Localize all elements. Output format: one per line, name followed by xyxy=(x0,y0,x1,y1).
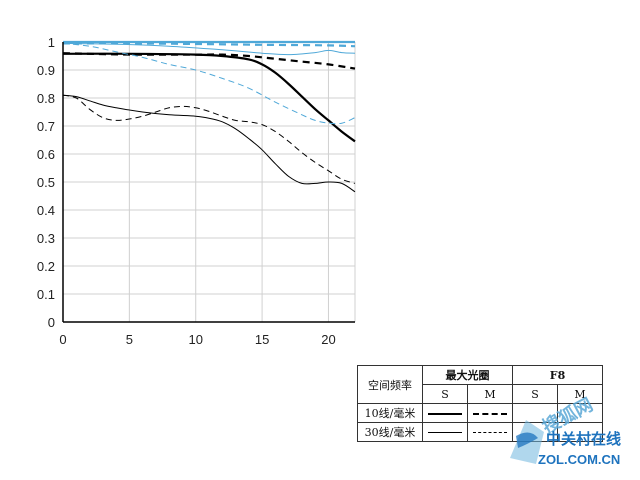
y-tick-label-0: 0 xyxy=(48,315,55,330)
legend-corner-label: 空间频率 xyxy=(357,365,423,404)
chart-ticks: 00.10.20.30.40.50.60.70.80.910 5 10 15 20 xyxy=(37,35,336,347)
legend-swatch-10-s-f8 xyxy=(512,403,558,423)
x-tick-label-4: 20 xyxy=(321,332,335,347)
legend-swatch-10-m-max xyxy=(467,403,513,423)
y-tick-label-5: 0.5 xyxy=(37,175,55,190)
watermark-text-3: ZOL.COM.CN xyxy=(538,452,621,467)
legend-group-max-aperture: 最大光圈 xyxy=(422,365,513,385)
legend-row-10lpmm: 10线/毫米 xyxy=(357,403,423,423)
legend-swatch-30-m-max xyxy=(467,422,513,442)
x-tick-label-2: 10 xyxy=(188,332,202,347)
mtf-legend-table: 空间频率 最大光圈 F8 S M S M 10线/毫米 30线/毫米 xyxy=(357,365,603,442)
series-line-thick-dashed-black xyxy=(62,52,356,70)
legend-swatch-30-s-max xyxy=(422,422,468,442)
legend-col-m-max: M xyxy=(467,384,513,404)
series-line-thin-dashed-black xyxy=(62,94,356,184)
legend-row-30lpmm: 30线/毫米 xyxy=(357,422,423,442)
chart-axes xyxy=(62,42,355,323)
y-tick-label-8: 0.8 xyxy=(37,91,55,106)
legend-swatch-30-s-f8 xyxy=(512,422,558,442)
chart-series xyxy=(62,40,356,193)
series-line-thin-solid-blue xyxy=(62,42,356,56)
chart-grid xyxy=(62,41,356,323)
y-tick-label-1: 0.1 xyxy=(37,287,55,302)
legend-group-f8: F8 xyxy=(512,365,603,385)
y-tick-label-6: 0.6 xyxy=(37,147,55,162)
legend-swatch-10-s-max xyxy=(422,403,468,423)
legend-col-m-f8: M xyxy=(557,384,603,404)
x-tick-label-3: 15 xyxy=(255,332,269,347)
series-line-thin-solid-black xyxy=(62,94,356,193)
y-tick-label-3: 0.3 xyxy=(37,231,55,246)
series-line-thick-solid-black xyxy=(62,52,356,143)
y-tick-label-4: 0.4 xyxy=(37,203,55,218)
legend-swatch-30-m-f8 xyxy=(557,422,603,442)
legend-swatch-10-m-f8 xyxy=(557,403,603,423)
y-tick-label-2: 0.2 xyxy=(37,259,55,274)
legend-col-s-max: S xyxy=(422,384,468,404)
mtf-chart: 00.10.20.30.40.50.60.70.80.910 5 10 15 20 xyxy=(37,35,356,347)
series-line-thick-dashed-blue xyxy=(62,42,356,48)
y-tick-label-9: 0.9 xyxy=(37,63,55,78)
x-tick-label-0: 0 xyxy=(59,332,66,347)
legend-col-s-f8: S xyxy=(512,384,558,404)
y-tick-label-10: 1 xyxy=(48,35,55,50)
x-tick-label-1: 5 xyxy=(126,332,133,347)
y-tick-label-7: 0.7 xyxy=(37,119,55,134)
